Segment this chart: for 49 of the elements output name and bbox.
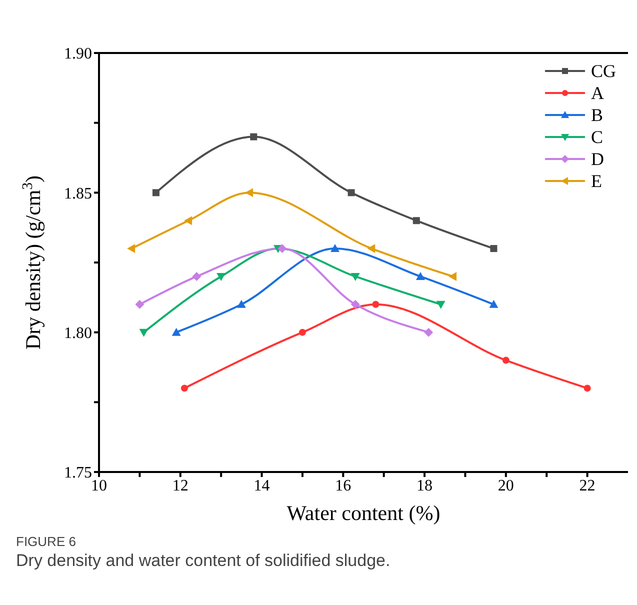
point	[245, 188, 254, 198]
x-tick-label: 14	[254, 477, 270, 494]
point	[412, 217, 420, 224]
point	[584, 384, 591, 392]
text: Dry density and water content of solidified sludge.	[16, 551, 392, 571]
point	[250, 133, 258, 140]
x-tick-label: 20	[498, 477, 514, 494]
point	[348, 189, 355, 196]
x-tick-label: 22	[579, 477, 596, 494]
point	[489, 300, 498, 308]
legend-label: D	[590, 148, 604, 170]
legend-label: B	[590, 104, 603, 126]
point	[172, 328, 181, 336]
y-tick-label: 1.80	[64, 325, 92, 342]
y-tick-label: 1.90	[64, 46, 92, 63]
x-tick-label: 10	[91, 477, 107, 494]
point	[216, 272, 226, 281]
point	[152, 189, 160, 196]
x-tick-label: 12	[172, 477, 188, 494]
point	[330, 244, 340, 252]
legend-label: A	[590, 82, 604, 104]
point	[448, 272, 457, 281]
legend-label: C	[590, 126, 603, 148]
point	[127, 244, 136, 254]
point	[436, 300, 446, 309]
x-axis-title: Water content (%)	[286, 501, 440, 525]
legend-label: CG	[590, 60, 616, 82]
x-tick-label: 18	[416, 477, 433, 494]
point	[180, 384, 188, 392]
x-tick-label: 16	[335, 477, 352, 494]
point	[298, 328, 306, 336]
caption: FIGURE 6	[16, 534, 77, 549]
point	[350, 300, 360, 309]
point	[367, 244, 376, 254]
point	[192, 272, 202, 281]
point	[236, 300, 246, 308]
point	[139, 328, 148, 337]
legend-label: E	[590, 170, 602, 192]
point	[372, 300, 380, 308]
point	[135, 300, 144, 309]
point	[416, 272, 425, 280]
point	[350, 272, 360, 281]
y-tick-label: 1.75	[64, 464, 92, 482]
point	[278, 244, 287, 254]
point	[490, 245, 498, 252]
point	[502, 356, 510, 364]
point	[424, 328, 434, 337]
point	[184, 216, 192, 226]
y-tick-label: 1.85	[64, 185, 92, 202]
